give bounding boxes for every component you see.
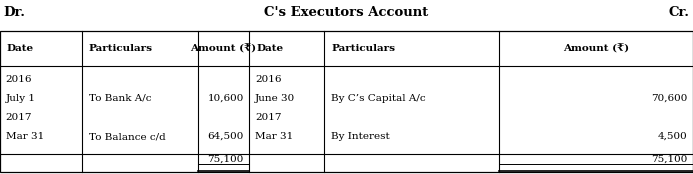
Text: C's Executors Account: C's Executors Account xyxy=(264,6,429,19)
Text: July 1: July 1 xyxy=(6,94,35,103)
Text: Date: Date xyxy=(7,44,34,53)
Text: Mar 31: Mar 31 xyxy=(255,132,293,141)
Text: 64,500: 64,500 xyxy=(208,132,244,141)
Text: Amount (₹): Amount (₹) xyxy=(191,44,256,53)
Text: Particulars: Particulars xyxy=(89,44,152,53)
Text: 4,500: 4,500 xyxy=(658,132,687,141)
Text: 2017: 2017 xyxy=(255,113,281,122)
Text: 75,100: 75,100 xyxy=(208,154,244,163)
Text: 2016: 2016 xyxy=(6,75,32,84)
Text: June 30: June 30 xyxy=(255,94,295,103)
Text: By Interest: By Interest xyxy=(331,132,390,141)
Text: Particulars: Particulars xyxy=(331,44,395,53)
Text: Dr.: Dr. xyxy=(3,6,26,19)
Text: Date: Date xyxy=(256,44,283,53)
Text: To Bank A/c: To Bank A/c xyxy=(89,94,151,103)
Text: Cr.: Cr. xyxy=(669,6,690,19)
Text: Amount (₹): Amount (₹) xyxy=(563,44,629,53)
Text: 75,100: 75,100 xyxy=(651,154,687,163)
Text: 70,600: 70,600 xyxy=(651,94,687,103)
Text: Mar 31: Mar 31 xyxy=(6,132,44,141)
Text: 10,600: 10,600 xyxy=(208,94,244,103)
Text: To Balance c/d: To Balance c/d xyxy=(89,132,166,141)
Bar xyxy=(0,31,693,172)
Text: 2017: 2017 xyxy=(6,113,32,122)
Text: By C’s Capital A/c: By C’s Capital A/c xyxy=(331,94,426,103)
Text: 2016: 2016 xyxy=(255,75,281,84)
